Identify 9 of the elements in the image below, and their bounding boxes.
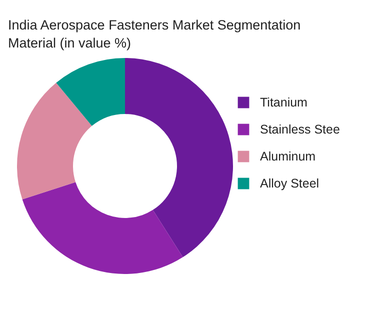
- donut-slice: [22, 182, 183, 274]
- legend-label: Stainless Stee: [260, 122, 340, 136]
- donut-slice: [125, 58, 233, 258]
- legend-label: Titanium: [260, 96, 308, 110]
- chart-title: India Aerospace Fasteners Market Segmentation Material (in value %): [8, 18, 301, 50]
- legend-label: Alloy Steel: [260, 176, 320, 190]
- legend-label: Aluminum: [260, 150, 316, 164]
- donut-slice: [17, 82, 92, 200]
- donut-slice: [56, 58, 125, 126]
